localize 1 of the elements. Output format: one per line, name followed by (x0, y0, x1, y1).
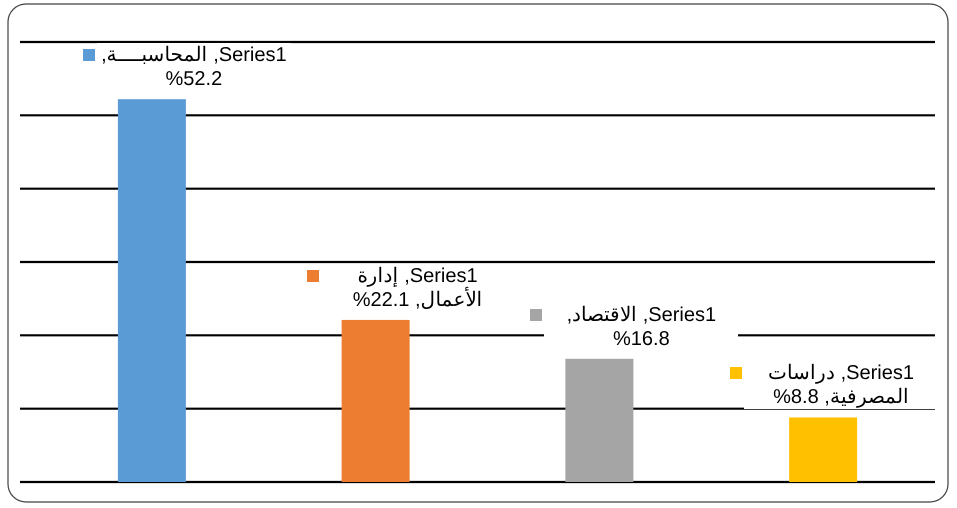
data-label: Series1, دراسات المصرفية, 8.8% (744, 361, 938, 410)
